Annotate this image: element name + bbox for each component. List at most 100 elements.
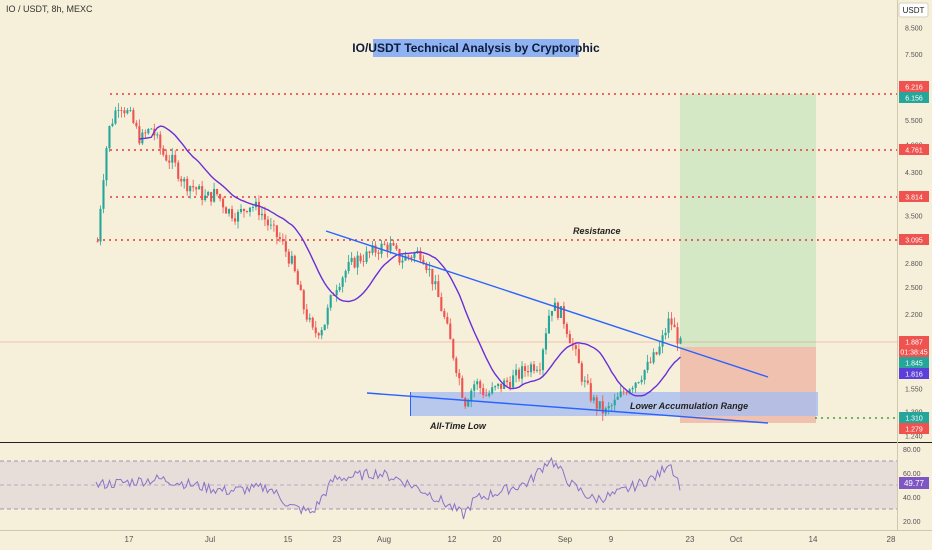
candle-body — [362, 261, 365, 263]
time-tick-label: 14 — [809, 535, 818, 544]
candle — [347, 255, 350, 274]
candle — [395, 242, 398, 251]
candle — [464, 396, 467, 409]
candle — [538, 362, 542, 375]
symbol-header: IO / USDT, 8h, MEXC — [6, 4, 93, 14]
price-label-bg — [899, 412, 929, 423]
candle-body — [610, 405, 613, 407]
candle — [532, 361, 536, 374]
candle — [622, 388, 625, 396]
candle — [314, 320, 317, 338]
time-tick-label: Jul — [205, 535, 215, 544]
candle-body — [622, 391, 625, 393]
candle — [362, 254, 365, 267]
candle — [637, 381, 640, 384]
candle-body — [338, 286, 341, 291]
candle — [102, 173, 105, 214]
candle-body — [467, 400, 470, 407]
price-label: 3.095 — [899, 234, 929, 245]
candle-body — [634, 382, 637, 388]
candle — [287, 248, 290, 268]
candle-body — [589, 383, 592, 401]
candle — [515, 363, 518, 383]
candle-body — [210, 192, 213, 202]
candle-body — [356, 255, 359, 268]
candle — [275, 224, 278, 245]
title-background — [373, 39, 579, 57]
price-tick-label: 2.800 — [905, 261, 923, 268]
candle — [147, 128, 150, 135]
candle-body — [482, 388, 485, 396]
candle — [150, 128, 153, 130]
price-label-bg — [899, 357, 929, 368]
candle — [619, 384, 622, 398]
candle — [338, 282, 341, 293]
candle-body — [114, 110, 117, 124]
price-label-bg — [899, 368, 929, 379]
candle-body — [266, 219, 269, 226]
candle — [607, 402, 610, 415]
candle — [195, 186, 198, 196]
candle — [583, 376, 586, 388]
candle — [446, 312, 449, 325]
currency-badge[interactable] — [898, 2, 929, 18]
candle-body — [532, 364, 536, 371]
price-label: 6.216 — [899, 81, 929, 92]
candle — [550, 310, 553, 322]
candle — [350, 252, 353, 266]
time-axis[interactable]: 17 Jul 15 23 Aug 12 20 Sep 9 23 Oct 14 28 — [125, 535, 896, 544]
candle — [159, 131, 162, 155]
candle-body — [150, 128, 153, 130]
target-zone[interactable] — [680, 94, 816, 347]
candle — [365, 246, 368, 265]
price-label-text: 4.761 — [905, 148, 923, 155]
candle-body — [428, 268, 431, 271]
candle — [512, 369, 515, 389]
price-label: 6.156 — [899, 92, 929, 103]
candle — [646, 354, 649, 374]
candle-body — [350, 257, 353, 262]
candle-body — [344, 271, 347, 278]
candle-body — [278, 237, 281, 240]
candle — [293, 254, 296, 273]
candle-body — [323, 324, 326, 331]
candle-body — [183, 178, 186, 182]
price-label-bg — [899, 423, 929, 434]
candle — [257, 195, 260, 221]
candle — [222, 196, 225, 214]
candle-body — [281, 239, 284, 242]
candle-body — [413, 253, 416, 259]
candle — [428, 261, 431, 277]
candle — [99, 205, 102, 246]
candle — [183, 176, 186, 189]
candle — [476, 378, 479, 390]
candle-body — [168, 160, 171, 163]
candle-body — [461, 378, 464, 398]
candle-body — [159, 134, 162, 149]
candle-body — [526, 370, 530, 373]
candle-body — [631, 387, 634, 390]
candle — [162, 145, 165, 157]
candles-layer — [96, 103, 682, 421]
candle — [284, 234, 287, 258]
candle-body — [102, 180, 105, 209]
candle — [518, 367, 521, 382]
candle-body — [251, 207, 255, 208]
candle-body — [180, 178, 183, 182]
candle-body — [523, 366, 527, 371]
candle-body — [458, 373, 461, 379]
candle-body — [320, 330, 323, 336]
descending-upper-trendline[interactable] — [325, 230, 769, 378]
rsi-axis[interactable]: 80.00 60.00 40.00 20.00 — [903, 447, 921, 526]
candle-body — [108, 126, 111, 149]
price-label-bg — [899, 81, 929, 92]
candle-body — [383, 243, 386, 245]
candle — [544, 328, 548, 355]
candle-body — [592, 397, 595, 401]
candle-body — [99, 208, 102, 242]
candle-body — [628, 389, 631, 394]
candle — [497, 383, 500, 390]
descending-lower-trendline[interactable] — [366, 392, 769, 424]
candle — [547, 309, 551, 335]
